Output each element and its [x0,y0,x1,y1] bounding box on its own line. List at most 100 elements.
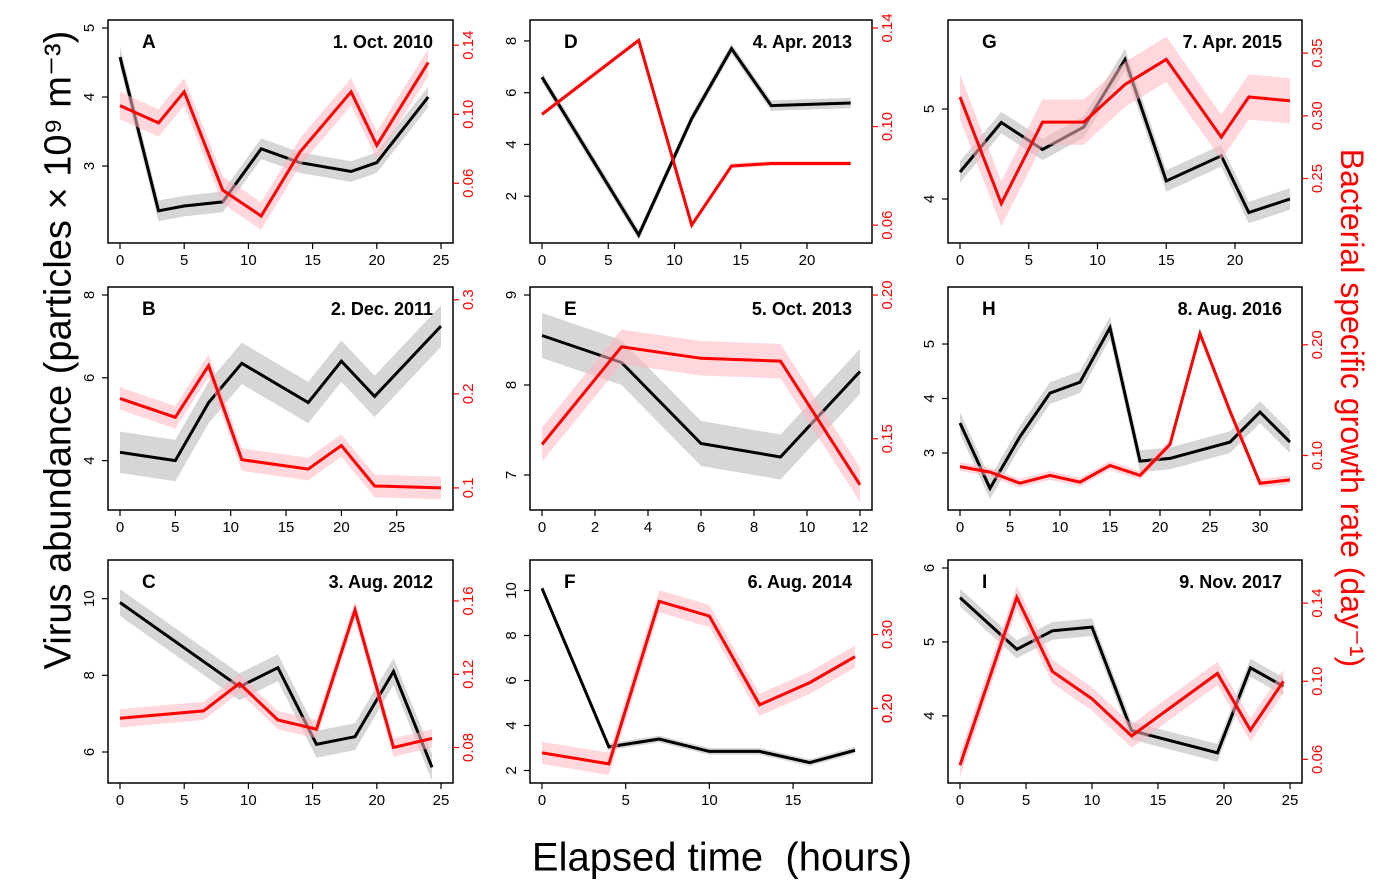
x-tick-label: 10 [666,252,683,269]
x-tick-label: 5 [1025,252,1033,269]
x-tick-label: 15 [278,519,295,536]
plot-area [118,46,430,230]
y2-tick-label: 0.10 [1309,441,1326,470]
y-tick-label: 6 [503,89,520,97]
y-tick-label: 8 [503,381,520,389]
plot-frame [947,19,1303,244]
x-tick-label: 5 [622,792,630,809]
panel-title: 9. Nov. 2017 [1179,572,1282,592]
growth-rate-confidence-band [960,585,1284,777]
x-tick-label: 20 [368,792,385,809]
y2-tick-label: 0.20 [879,694,896,723]
growth-rate-confidence-band [542,329,860,502]
virus-confidence-band [542,43,851,241]
x-tick-label: 6 [697,519,705,536]
x-tick-label: 10 [1084,792,1101,809]
panel-a: 0 5 10 15 20 25 3 4 5 0.06 0.10 0.14 A 1. Oct. 2010 [81,19,477,269]
y-tick-label: 4 [81,93,98,101]
x-tick-label: 20 [1216,792,1233,809]
panel-title: 1. Oct. 2010 [333,32,433,52]
panel-title: 7. Apr. 2015 [1183,32,1282,52]
y2-tick-label: 0.30 [1309,101,1326,130]
plot-area [958,36,1291,227]
x-tick-label: 15 [1102,519,1119,536]
x-tick-label: 20 [368,252,385,269]
virus-abundance-line [958,55,1291,215]
x-tick-label: 20 [333,519,350,536]
y2-tick-label: 0.20 [879,280,896,309]
y2-tick-label: 0.08 [460,733,477,762]
y2-tick-label: 0.16 [460,586,477,615]
plot-area [119,589,434,781]
y2-tick-label: 0.20 [879,694,896,723]
plot-frame [107,559,454,784]
y-tick-label: 10 [503,582,520,599]
growth-rate-line [959,328,1291,485]
plot-area [540,37,851,241]
panel-i: 0 5 10 15 20 25 4 5 6 0.06 0.10 0.14 I 9. Nov. 2017 [921,559,1326,809]
x-tick-label: 2 [591,519,599,536]
x-tick-label: 0 [116,792,124,809]
growth-rate-line [958,57,1291,208]
panel-letter: C [142,572,156,593]
panel-letter: D [564,32,578,53]
x-tick-label: 25 [433,792,450,809]
growth-rate-line [958,593,1285,766]
x-tick-label: 20 [1152,519,1169,536]
y-tick-label: 9 [503,291,520,299]
panel-letter: H [982,299,996,320]
x-tick-label: 5 [171,519,179,536]
x-tick-label: 10 [240,252,257,269]
y2-tick-label: 0.06 [879,211,896,240]
x-tick-label: 0 [538,792,546,809]
y2-tick-label: 0.2 [460,383,477,404]
panel-letter: A [142,32,156,53]
y-tick-label: 7 [503,471,520,479]
plot-area [119,305,443,500]
x-tick-label: 0 [538,252,546,269]
y2-tick-label: 0.20 [1309,330,1326,359]
y-tick-label: 4 [921,394,938,402]
x-tick-label: 15 [785,792,802,809]
x-tick-label: 25 [1202,519,1219,536]
x-tick-label: 5 [180,792,188,809]
plot-frame [947,559,1303,784]
x-tick-label: 15 [732,252,749,269]
y-tick-label: 2 [503,766,520,774]
y-tick-label: 4 [503,721,520,729]
panel-d: 0 5 10 15 20 2 4 6 8 0.06 0.10 0.14 D 4. Apr. 2013 [503,13,896,269]
x-tick-label: 12 [852,519,869,536]
y2-tick-label: 0.3 [460,289,477,310]
x-tick-label: 15 [1158,252,1175,269]
x-tick-label: 0 [116,519,124,536]
x-tick-label: 10 [799,519,816,536]
panel-title: 3. Aug. 2012 [329,572,433,592]
panel-title: 8. Aug. 2016 [1178,299,1282,319]
y2-axis-label: Bacterial specific growth rate (day⁻¹) [1334,148,1370,668]
y-tick-label: 2 [503,192,520,200]
y-tick-label: 8 [503,631,520,639]
virus-abundance-line [958,596,1285,755]
virus-abundance-line [541,334,862,459]
y2-tick-label: 0.12 [460,660,477,689]
y2-tick-label: 0.10 [1309,667,1326,696]
panel-b: 0 5 10 15 20 25 4 6 8 0.1 0.2 0.3 B 2. Dec. 2011 [81,286,477,536]
plot-frame [107,286,454,511]
y-tick-label: 6 [921,564,938,572]
panel-letter: F [564,572,576,593]
growth-rate-confidence-band [542,37,851,228]
x-tick-label: 5 [1022,792,1030,809]
y-tick-label: 3 [81,162,98,170]
x-tick-label: 10 [1089,252,1106,269]
y2-tick-label: 0.35 [1309,38,1326,67]
x-tick-label: 10 [240,792,257,809]
y2-tick-label: 0.14 [879,13,896,42]
y-tick-label: 8 [503,37,520,45]
x-tick-label: 5 [1006,519,1014,536]
x-tick-label: 20 [799,252,816,269]
y2-tick-label: 0.14 [460,31,477,60]
plot-area [958,316,1292,500]
growth-rate-line [119,61,430,219]
x-tick-label: 10 [701,792,718,809]
